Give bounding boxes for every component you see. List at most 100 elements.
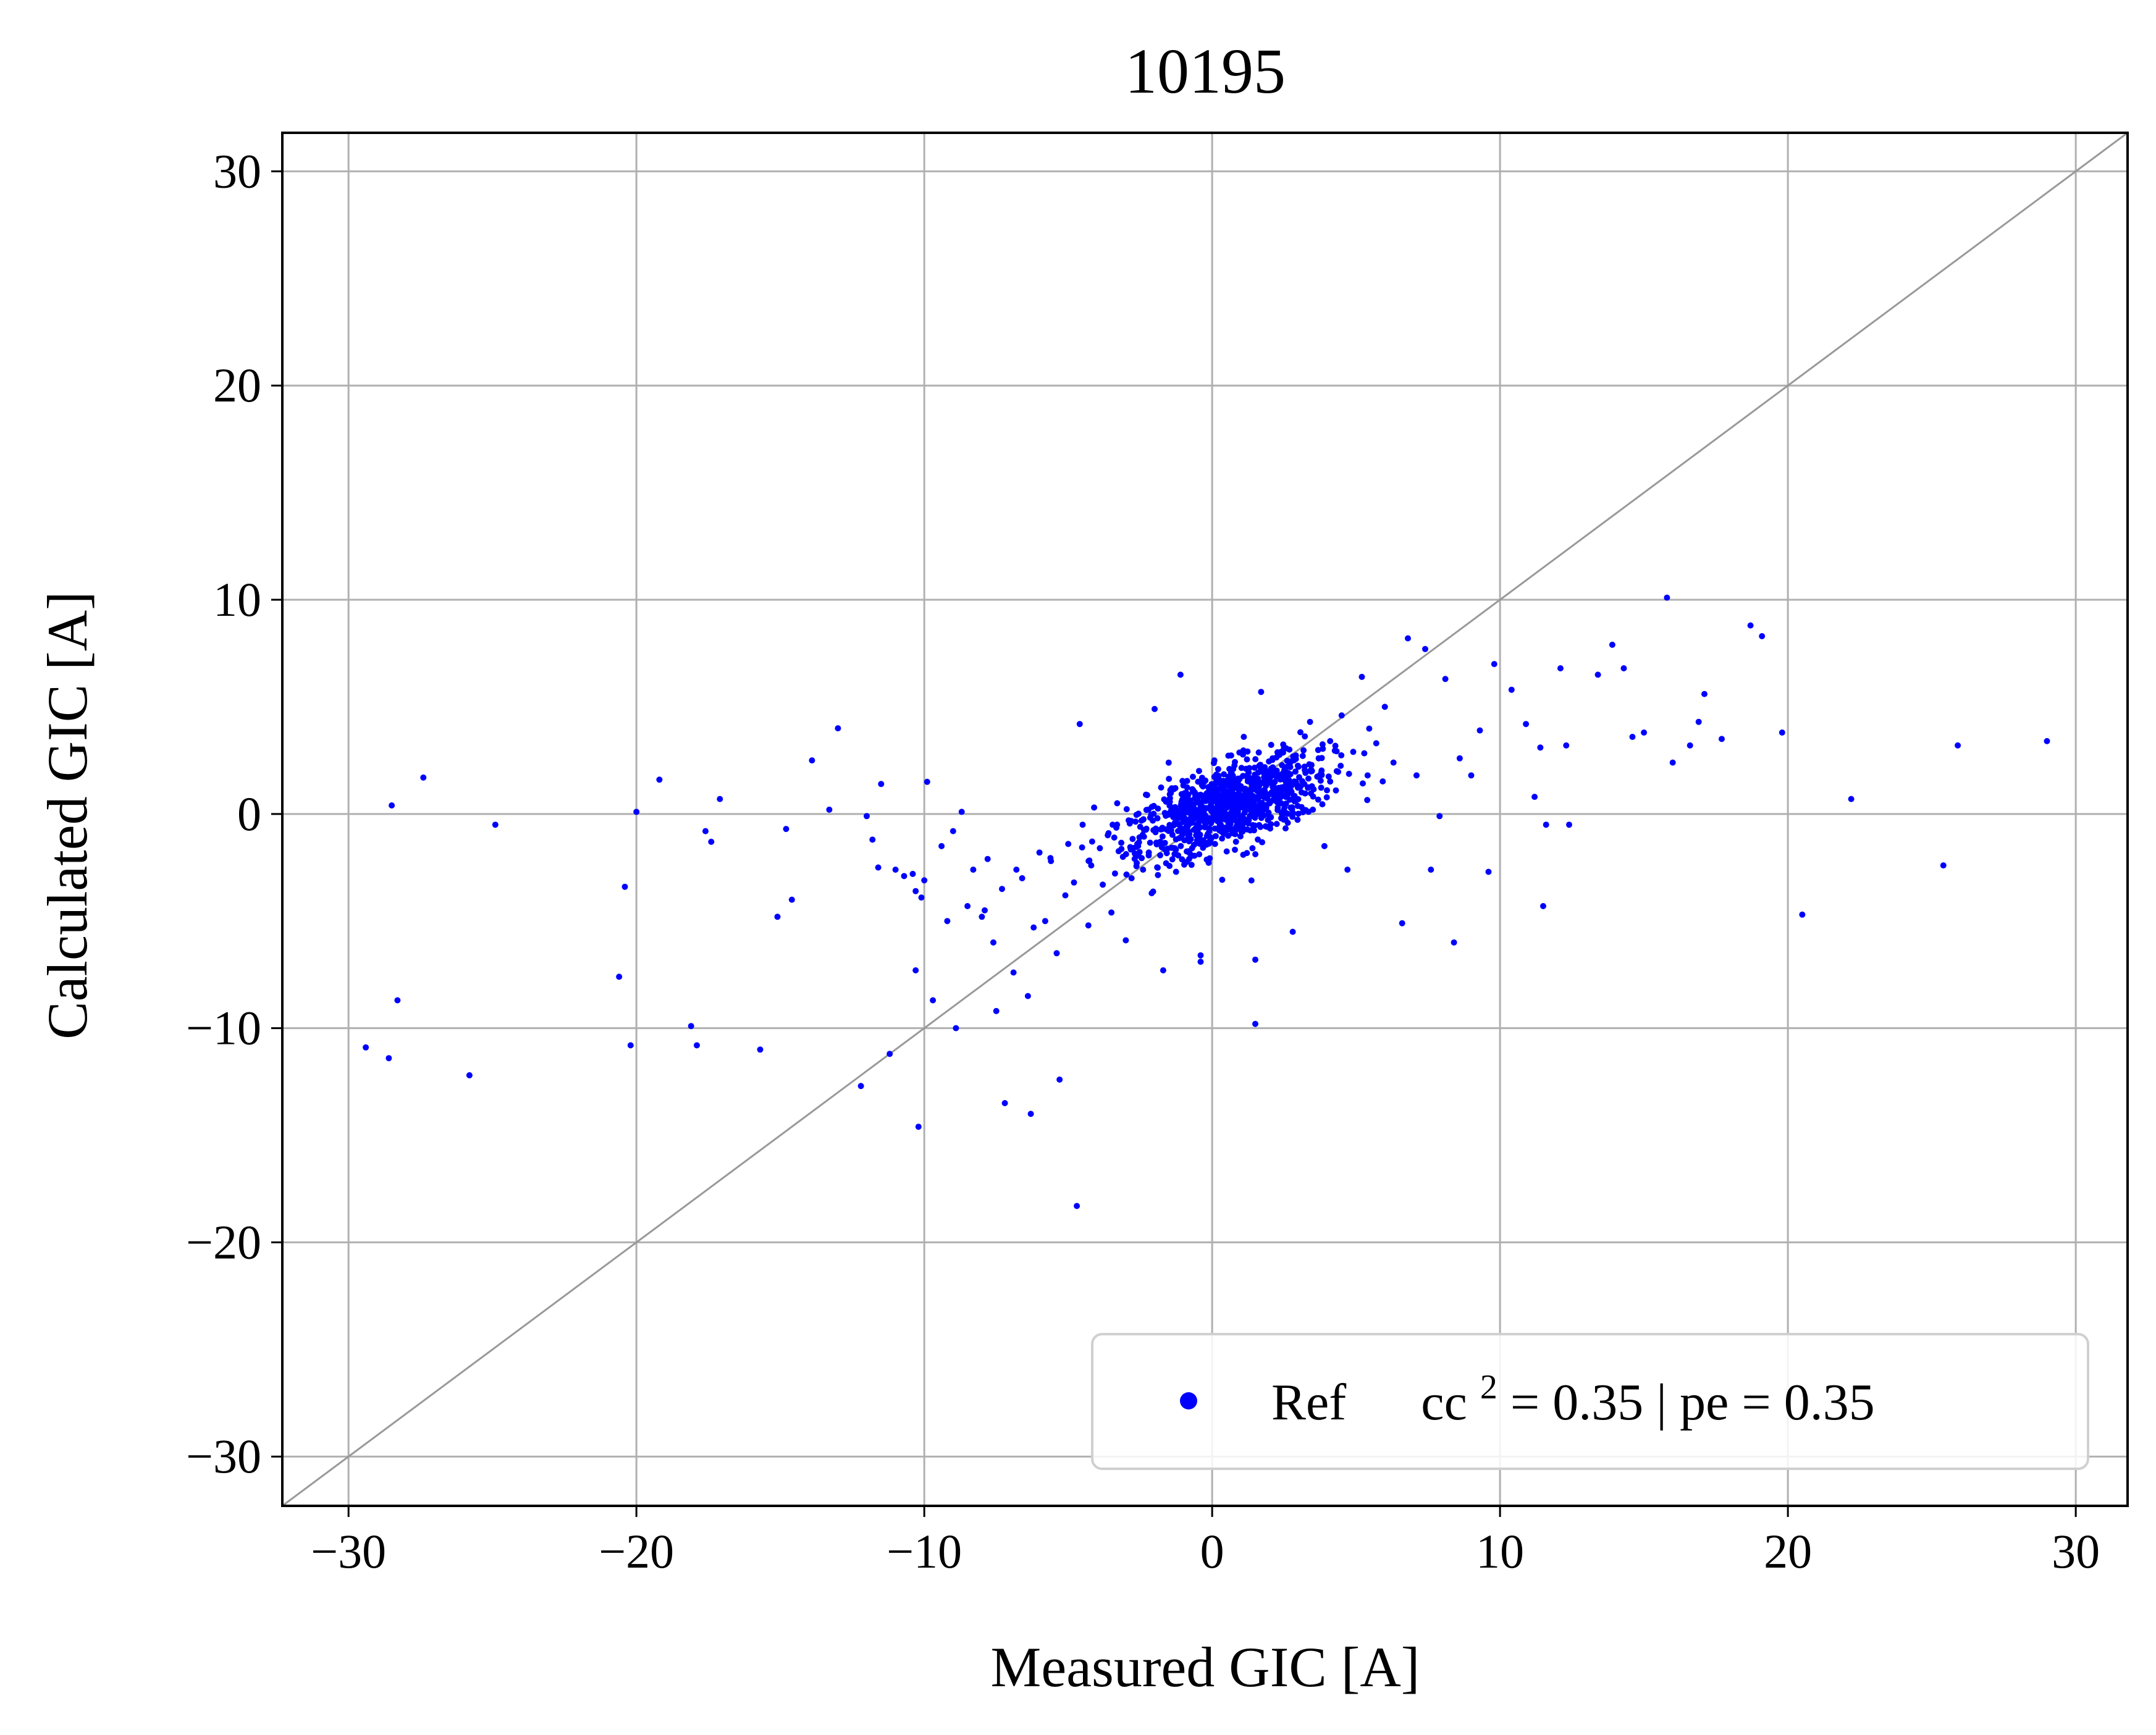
data-point bbox=[1155, 805, 1161, 812]
data-point bbox=[1491, 661, 1497, 668]
data-point bbox=[1317, 778, 1324, 784]
data-point bbox=[1321, 842, 1328, 849]
data-point bbox=[1305, 784, 1312, 791]
data-point bbox=[1225, 819, 1232, 826]
data-point bbox=[1848, 796, 1855, 802]
data-point bbox=[1211, 825, 1218, 832]
data-point bbox=[1291, 792, 1297, 799]
data-point bbox=[1225, 833, 1232, 839]
data-point bbox=[1379, 778, 1386, 785]
data-point bbox=[1074, 1203, 1080, 1209]
data-point bbox=[930, 997, 937, 1004]
data-point bbox=[1247, 806, 1253, 813]
data-point bbox=[1036, 849, 1043, 856]
data-point bbox=[1299, 778, 1305, 784]
data-point bbox=[1158, 844, 1165, 851]
data-point bbox=[1215, 766, 1221, 773]
data-point bbox=[1177, 821, 1183, 828]
data-point bbox=[1240, 734, 1247, 740]
data-point bbox=[1100, 881, 1106, 888]
data-point bbox=[1255, 749, 1262, 756]
data-point bbox=[1323, 794, 1330, 800]
data-point bbox=[1282, 816, 1289, 823]
data-point bbox=[1114, 800, 1121, 807]
data-point bbox=[1155, 872, 1161, 878]
data-point bbox=[1173, 868, 1179, 875]
data-point bbox=[1110, 821, 1116, 828]
data-point bbox=[394, 997, 401, 1004]
data-point bbox=[912, 888, 919, 894]
data-point bbox=[1198, 775, 1205, 781]
data-point bbox=[757, 1046, 764, 1053]
data-point bbox=[1566, 821, 1572, 828]
data-point bbox=[1468, 772, 1475, 779]
legend-box bbox=[1091, 1333, 2089, 1470]
data-point bbox=[1056, 1076, 1063, 1083]
data-point bbox=[1325, 773, 1332, 780]
data-point bbox=[1318, 755, 1325, 762]
data-point bbox=[901, 873, 907, 880]
data-point bbox=[1237, 783, 1244, 789]
data-point bbox=[1294, 802, 1301, 809]
data-point bbox=[1373, 740, 1379, 747]
data-point bbox=[1250, 821, 1256, 828]
data-point bbox=[788, 896, 795, 903]
data-point bbox=[1302, 790, 1308, 797]
x-tick-label: −10 bbox=[886, 1524, 962, 1578]
data-point bbox=[702, 828, 709, 834]
data-point bbox=[1253, 783, 1260, 789]
data-point bbox=[1259, 839, 1266, 846]
y-tick-label: 0 bbox=[237, 787, 261, 841]
data-point bbox=[1204, 795, 1211, 801]
data-point bbox=[1285, 773, 1292, 779]
data-point bbox=[1147, 839, 1153, 846]
data-point bbox=[1227, 813, 1234, 820]
legend-series-name: Ref bbox=[1271, 1374, 1346, 1431]
data-point bbox=[1318, 784, 1324, 791]
data-point bbox=[1338, 752, 1345, 758]
data-point bbox=[1563, 742, 1570, 749]
data-point bbox=[1079, 844, 1085, 851]
data-point bbox=[1324, 787, 1330, 794]
data-point bbox=[1337, 762, 1344, 769]
data-point bbox=[1152, 705, 1158, 712]
data-point bbox=[1127, 844, 1134, 851]
data-point bbox=[1249, 793, 1255, 800]
data-point bbox=[363, 1044, 369, 1051]
data-point bbox=[688, 1023, 694, 1030]
data-point bbox=[1181, 861, 1187, 868]
data-point bbox=[1248, 877, 1255, 884]
data-point bbox=[1686, 742, 1693, 749]
data-point bbox=[909, 870, 916, 877]
data-point bbox=[1140, 867, 1147, 873]
data-point bbox=[1476, 727, 1483, 734]
data-point bbox=[1122, 851, 1129, 857]
data-point bbox=[1543, 821, 1549, 828]
data-point bbox=[1211, 757, 1218, 764]
data-point bbox=[1129, 836, 1136, 842]
data-point bbox=[1237, 833, 1244, 840]
data-point bbox=[1197, 831, 1203, 838]
data-point bbox=[1280, 741, 1287, 748]
data-point bbox=[1163, 850, 1170, 857]
data-point bbox=[1609, 641, 1615, 648]
data-point bbox=[1719, 736, 1725, 742]
data-point bbox=[944, 918, 951, 925]
data-point bbox=[1189, 812, 1196, 819]
data-point bbox=[1701, 691, 1708, 697]
data-point bbox=[1234, 811, 1241, 818]
data-point bbox=[1166, 863, 1173, 869]
data-point bbox=[1122, 937, 1129, 944]
data-point bbox=[1258, 812, 1265, 819]
axis-ticks: −30 −20 −10 0 10 20 30 −30 −20 −10 0 10 20 30 bbox=[186, 144, 2100, 1578]
data-point bbox=[835, 725, 841, 732]
data-point bbox=[1171, 804, 1177, 811]
data-point bbox=[1557, 665, 1564, 671]
data-point bbox=[1027, 1111, 1034, 1117]
data-point bbox=[1019, 875, 1025, 881]
data-point bbox=[1232, 846, 1238, 853]
data-point bbox=[1169, 856, 1176, 863]
data-point bbox=[1042, 918, 1048, 925]
data-point bbox=[1118, 839, 1125, 846]
data-point bbox=[1206, 855, 1213, 862]
